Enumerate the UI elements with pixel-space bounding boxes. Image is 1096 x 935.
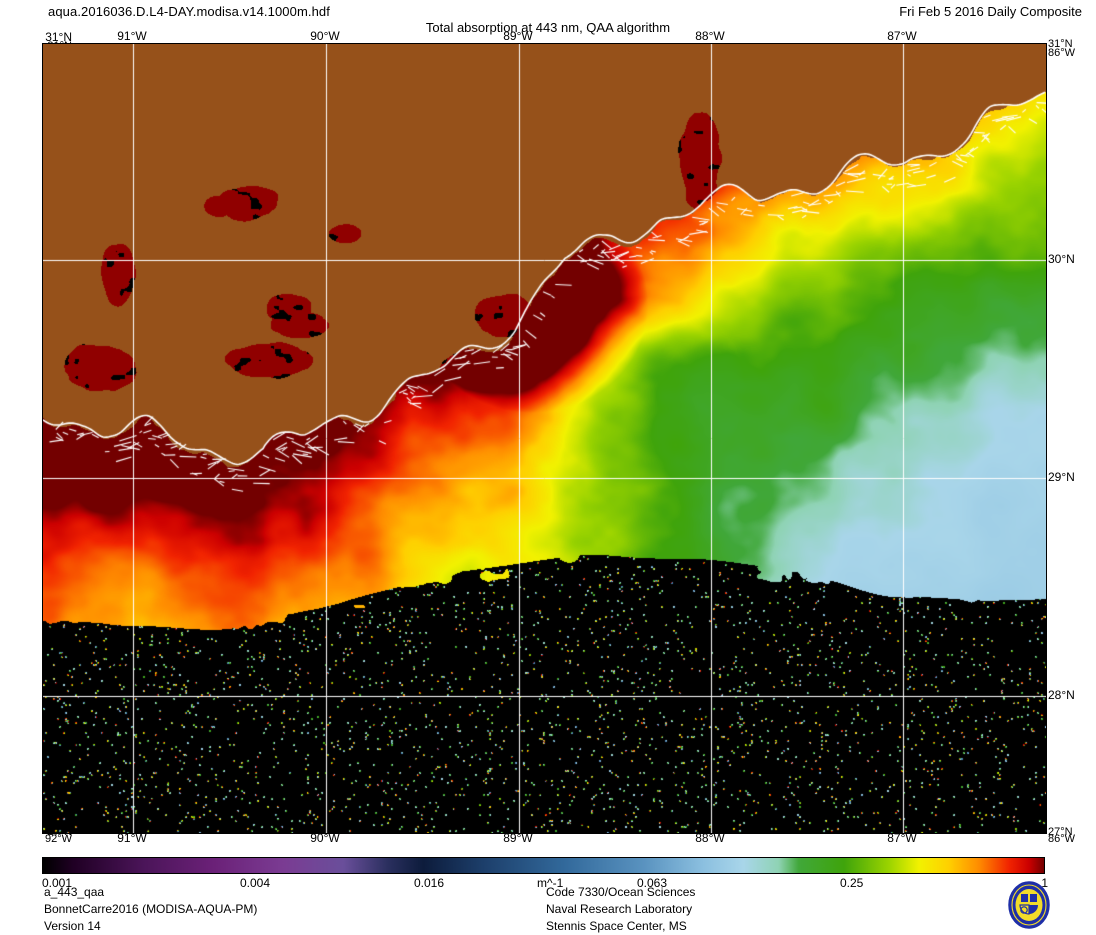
colorbar-tick-3: 0.063 bbox=[637, 876, 668, 890]
lat-tick-right-1: 29°N bbox=[1048, 470, 1075, 484]
lon-tick-top-2: 89°W bbox=[503, 29, 533, 43]
colorbar[interactable] bbox=[42, 857, 1045, 874]
corner-top-right-lat: 31°N bbox=[1048, 38, 1073, 50]
footer-location: Stennis Space Center, MS bbox=[546, 919, 687, 933]
footer-organization: Naval Research Laboratory bbox=[546, 902, 693, 916]
corner-bottom-right-lat: 27°N bbox=[1048, 826, 1073, 838]
lat-tick-right-2: 28°N bbox=[1048, 688, 1075, 702]
corner-top-left-lat-top: 31°N bbox=[45, 30, 72, 44]
lat-tick-right-0: 30°N bbox=[1048, 252, 1075, 266]
footer-version: Version 14 bbox=[44, 919, 101, 933]
footer-center: Code 7330/Ocean Sciences Naval Research … bbox=[546, 884, 695, 935]
lon-tick-top-4: 87°W bbox=[887, 29, 917, 43]
footer-code-office: Code 7330/Ocean Sciences bbox=[546, 885, 696, 899]
lon-tick-top-0: 91°W bbox=[117, 29, 147, 43]
colorbar-tick-0: 0.001 bbox=[42, 876, 73, 890]
colorbar-unit-label: m^-1 bbox=[537, 876, 564, 890]
plot-title: Total absorption at 443 nm, QAA algorith… bbox=[425, 20, 671, 35]
lon-tick-bottom-0: 91°W bbox=[117, 831, 147, 845]
footer-dataset-name: BonnetCarre2016 (MODISA-AQUA-PM) bbox=[44, 902, 258, 916]
corner-top-right-lon: 86°W bbox=[1048, 47, 1076, 59]
file-title: aqua.2016036.D.L4-DAY.modisa.v14.1000m.h… bbox=[48, 4, 330, 19]
corner-bottom-left-lon: 92°W bbox=[44, 833, 72, 845]
footer-left: a_443_qaa BonnetCarre2016 (MODISA-AQUA-P… bbox=[44, 884, 257, 935]
nrl-seal-icon bbox=[1008, 881, 1050, 929]
nrl-seal-logo bbox=[1000, 881, 1058, 929]
corner-bottom-right-lon: 86°W bbox=[1048, 833, 1076, 845]
colorbar-tick-1: 0.004 bbox=[240, 876, 271, 890]
lon-tick-top-1: 90°W bbox=[310, 29, 340, 43]
lon-tick-bottom-1: 90°W bbox=[310, 831, 340, 845]
lon-tick-bottom-3: 88°W bbox=[695, 831, 725, 845]
colorbar-tick-2: 0.016 bbox=[414, 876, 445, 890]
date-title: Fri Feb 5 2016 Daily Composite bbox=[899, 4, 1082, 19]
footer-product-name: a_443_qaa bbox=[44, 885, 105, 899]
colorbar-tick-4: 0.25 bbox=[840, 876, 864, 890]
satellite-map[interactable] bbox=[42, 43, 1047, 834]
colorbar-gradient bbox=[42, 857, 1045, 874]
lon-tick-bottom-2: 89°W bbox=[503, 831, 533, 845]
lon-tick-bottom-4: 87°W bbox=[887, 831, 917, 845]
lon-tick-top-3: 88°W bbox=[695, 29, 725, 43]
map-raster bbox=[43, 44, 1046, 833]
colorbar-tick-5: 1 bbox=[1041, 876, 1048, 890]
